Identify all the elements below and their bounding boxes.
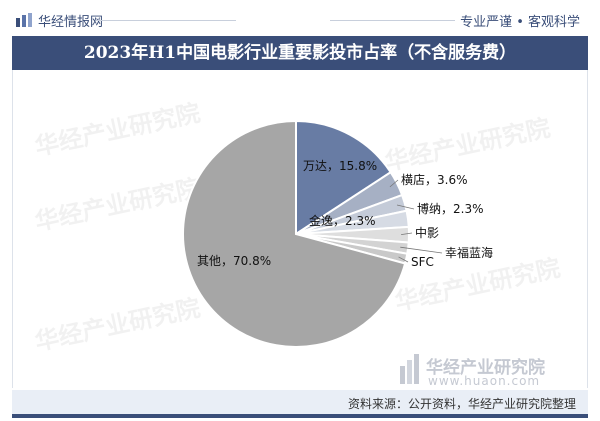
watermark-url: www.huaon.com: [428, 374, 541, 388]
header-divider-left: [96, 20, 236, 21]
leader-line-3: [396, 204, 415, 210]
slice-label-3: 博纳，2.3%: [417, 201, 484, 216]
watermark-logo-icon: [400, 354, 419, 384]
brand-name: 华经情报网: [38, 15, 104, 30]
pie-slice-8: [182, 119, 407, 348]
slice-label-6: 幸福蓝海: [445, 245, 493, 260]
header-divider-right: [330, 20, 455, 21]
footer: 资料来源：公开资料，华经产业研究院整理: [12, 390, 588, 414]
slice-label-2: 横店，3.6%: [401, 173, 468, 187]
slice-label-1: 万达，15.8%: [303, 159, 377, 173]
brand-logo-icon: [16, 13, 32, 27]
pie-slices: [182, 119, 410, 348]
header-slogan: 专业严谨 • 客观科学: [460, 15, 580, 30]
chart-title: 2023年H1中国电影行业重要影投市占率（不含服务费）: [12, 36, 588, 70]
source-note: 资料来源：公开资料，华经产业研究院整理: [347, 397, 576, 411]
slice-label-7: SFC: [411, 255, 434, 269]
leader-lines: [389, 179, 443, 263]
watermark-brand: 华经产业研究院: [426, 358, 545, 378]
slice-label-5: 中影: [415, 225, 439, 240]
pie-slice-1: [295, 119, 393, 236]
slice-label-8: 其他，70.8%: [197, 254, 271, 268]
leader-line-7: [398, 256, 409, 263]
slice-label-4: 金逸，2.3%: [309, 213, 376, 228]
leader-line-5: [401, 232, 413, 236]
leader-line-6: [400, 246, 443, 254]
bottom-strip: [12, 414, 588, 418]
chart-area: 华经产业研究院 华经产业研究院 华经产业研究院 华经产业研究院 华经产业研究院 …: [12, 70, 588, 388]
leader-line-2: [389, 179, 399, 188]
top-bar: 华经情报网 专业严谨 • 客观科学: [0, 0, 600, 36]
